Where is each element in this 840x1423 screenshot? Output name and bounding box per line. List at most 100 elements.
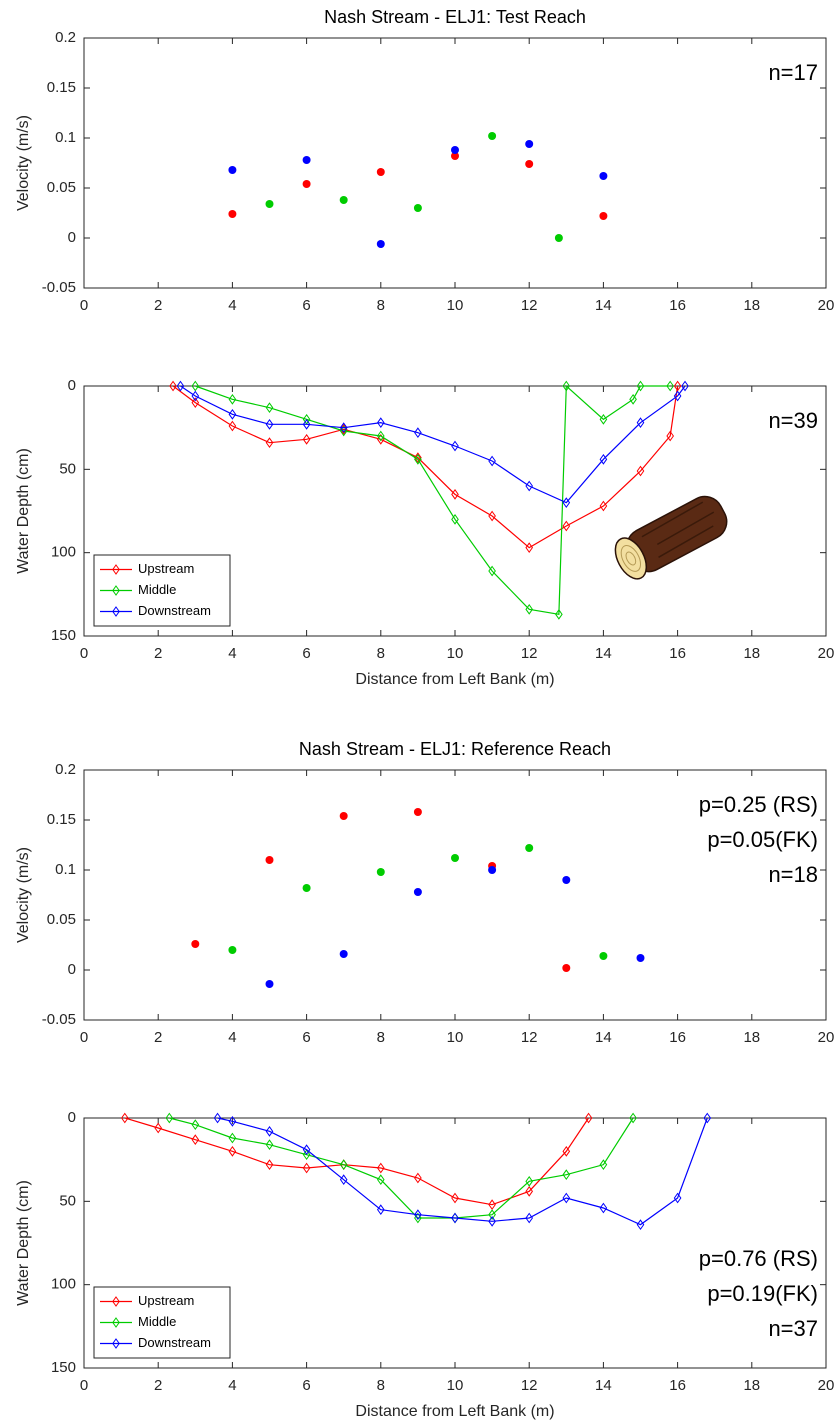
point-marker xyxy=(265,437,274,449)
y-axis-label: Water Depth (cm) xyxy=(15,448,32,574)
point-marker xyxy=(176,380,185,392)
point-marker xyxy=(666,430,674,442)
x-tick-label: 12 xyxy=(521,645,538,662)
x-tick-label: 10 xyxy=(447,1377,464,1394)
x-tick-label: 14 xyxy=(595,645,612,662)
point-marker xyxy=(191,390,200,402)
point-marker xyxy=(154,1122,163,1134)
scatter-point xyxy=(339,196,348,204)
point-marker xyxy=(228,1132,237,1144)
point-marker xyxy=(488,565,496,577)
log-picture xyxy=(614,495,728,580)
point-marker xyxy=(488,455,496,467)
point-marker xyxy=(302,418,311,430)
point-marker xyxy=(525,603,534,615)
point-marker xyxy=(165,1112,174,1124)
x-tick-label: 0 xyxy=(80,1377,88,1394)
point-marker xyxy=(265,1159,274,1171)
x-tick-label: 0 xyxy=(80,645,88,662)
x-tick-label: 10 xyxy=(447,645,464,662)
scatter-point xyxy=(554,234,563,242)
point-marker xyxy=(562,1192,571,1204)
x-tick-label: 16 xyxy=(669,1029,686,1046)
scatter-point xyxy=(413,888,422,896)
point-marker xyxy=(451,440,459,452)
scatter-point xyxy=(562,964,571,972)
y-tick-label: 0.1 xyxy=(55,129,76,146)
annotation: p=0.19(FK) xyxy=(707,1281,818,1306)
point-marker xyxy=(414,1209,422,1221)
series-line xyxy=(169,1117,634,1219)
point-marker xyxy=(673,390,682,402)
legend-marker xyxy=(112,606,120,617)
x-tick-label: 10 xyxy=(447,297,464,314)
scatter-point xyxy=(451,152,459,160)
x-tick-label: 4 xyxy=(228,1377,236,1394)
point-marker xyxy=(191,1134,200,1146)
point-marker xyxy=(451,488,459,500)
point-marker xyxy=(599,1202,608,1214)
x-tick-label: 14 xyxy=(595,1029,612,1046)
y-tick-label: 0.1 xyxy=(55,861,76,878)
x-tick-label: 12 xyxy=(521,297,538,314)
scatter-point xyxy=(451,146,459,154)
point-marker xyxy=(673,380,682,392)
x-tick-label: 6 xyxy=(302,1377,310,1394)
point-marker xyxy=(666,380,674,392)
point-marker xyxy=(228,420,237,432)
scatter-point xyxy=(339,812,348,820)
x-tick-label: 18 xyxy=(743,1029,760,1046)
x-tick-label: 14 xyxy=(595,1377,612,1394)
log-bark xyxy=(641,501,715,558)
point-marker xyxy=(191,380,200,392)
x-tick-label: 18 xyxy=(743,1377,760,1394)
annotation: p=0.76 (RS) xyxy=(699,1246,818,1271)
legend-label: Upstream xyxy=(138,561,194,576)
point-marker xyxy=(562,1169,571,1181)
y-tick-label: 150 xyxy=(51,1359,76,1376)
x-tick-label: 12 xyxy=(521,1377,538,1394)
log-ring xyxy=(620,545,642,572)
scatter-point xyxy=(228,166,237,174)
scatter-point xyxy=(302,180,311,188)
annotation: p=0.05(FK) xyxy=(707,827,818,852)
scatter-point xyxy=(451,854,459,862)
point-marker xyxy=(414,427,422,439)
x-tick-label: 16 xyxy=(669,1377,686,1394)
point-marker xyxy=(584,1112,593,1124)
scatter-point xyxy=(376,240,385,248)
point-marker xyxy=(636,380,645,392)
annotation: n=17 xyxy=(768,60,818,85)
point-marker xyxy=(451,1192,459,1204)
point-marker xyxy=(555,608,563,620)
y-tick-label: 0 xyxy=(68,961,76,978)
point-marker xyxy=(191,1119,200,1131)
x-tick-label: 4 xyxy=(228,297,236,314)
scatter-point xyxy=(302,884,311,892)
x-tick-label: 12 xyxy=(521,1029,538,1046)
point-marker xyxy=(636,465,645,477)
scatter-point xyxy=(191,940,200,948)
scatter-point xyxy=(339,950,348,958)
log-end xyxy=(614,537,648,580)
y-tick-label: 0 xyxy=(68,1109,76,1126)
y-tick-label: -0.05 xyxy=(42,1011,76,1028)
point-marker xyxy=(302,1144,311,1156)
series-line xyxy=(124,1117,590,1206)
chart-title: Nash Stream - ELJ1: Test Reach xyxy=(324,7,586,27)
y-tick-label: 50 xyxy=(59,460,76,477)
x-tick-label: 18 xyxy=(743,297,760,314)
point-marker xyxy=(265,402,274,414)
x-tick-label: 20 xyxy=(818,1377,835,1394)
x-tick-label: 2 xyxy=(154,645,162,662)
x-tick-label: 0 xyxy=(80,1029,88,1046)
y-tick-label: 100 xyxy=(51,544,76,561)
y-tick-label: 0.15 xyxy=(47,811,76,828)
point-marker xyxy=(414,452,422,464)
point-marker xyxy=(525,480,534,492)
legend-label: Middle xyxy=(138,1314,176,1329)
scatter-point xyxy=(599,952,608,960)
series-line xyxy=(195,384,671,616)
point-marker xyxy=(703,1112,712,1124)
